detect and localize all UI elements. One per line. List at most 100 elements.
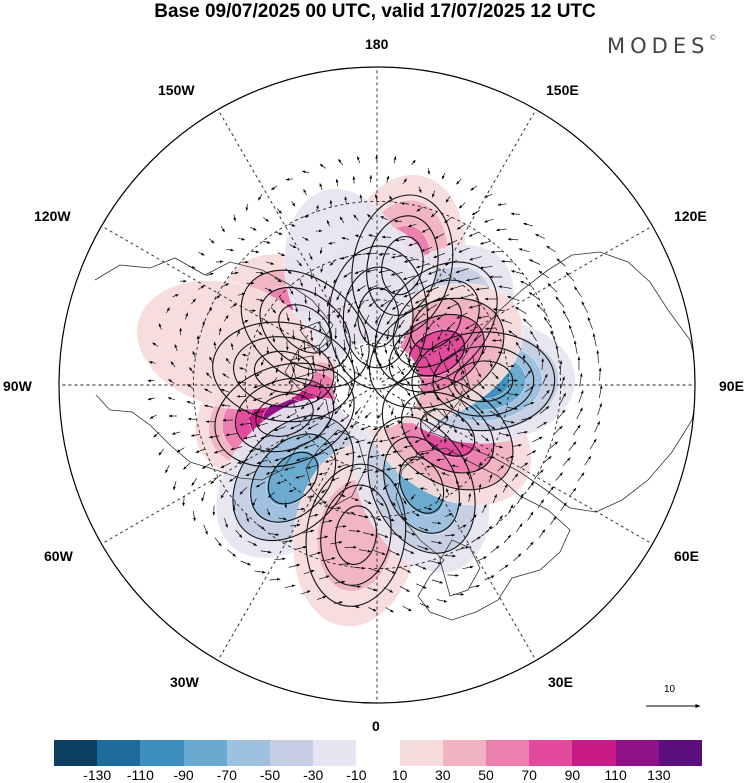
wind-vector <box>475 287 490 291</box>
wind-vector <box>360 346 364 358</box>
wind-vector <box>484 327 496 331</box>
wind-vector <box>343 339 347 352</box>
wind-vector <box>316 535 329 540</box>
wind-vector <box>285 268 292 275</box>
wind-vector <box>459 294 473 299</box>
wind-vector <box>198 251 205 256</box>
wind-vector <box>201 491 206 502</box>
wind-vector <box>539 406 550 414</box>
wind-vector <box>394 238 406 242</box>
wind-vector <box>260 359 265 366</box>
wind-vector <box>409 325 416 335</box>
wind-vector <box>382 484 389 490</box>
wind-vector <box>451 464 459 468</box>
wind-vector <box>368 234 378 238</box>
wind-vector <box>230 446 243 451</box>
wind-vector <box>524 370 531 379</box>
streamline <box>233 336 335 408</box>
wind-vector <box>386 175 390 183</box>
wind-vector <box>319 501 328 504</box>
wind-vector <box>335 178 339 187</box>
wind-vector <box>415 564 427 570</box>
wind-vector <box>523 222 533 227</box>
wind-vector <box>380 453 391 457</box>
wind-vector <box>497 351 505 355</box>
wind-vector <box>189 367 195 374</box>
wind-vector <box>418 186 422 194</box>
wind-vector <box>333 275 340 284</box>
colorbar-swatch <box>529 740 573 766</box>
wind-vector <box>369 174 373 183</box>
wind-vector <box>513 553 522 562</box>
wind-vector <box>447 340 451 352</box>
wind-vector <box>404 354 411 364</box>
wind-vector <box>190 434 201 437</box>
wind-vector <box>274 277 282 283</box>
colorbar-tick-label: 50 <box>478 767 494 783</box>
streamlines <box>212 194 556 607</box>
wind-vector <box>325 335 329 348</box>
wind-vector <box>436 312 447 321</box>
wind-vector <box>319 247 323 255</box>
wind-vector <box>421 227 431 233</box>
wind-vector <box>316 390 322 401</box>
wind-vector <box>262 240 271 244</box>
wind-vector <box>310 330 314 342</box>
wind-vector <box>477 315 490 319</box>
streamline <box>232 415 354 542</box>
wind-vector <box>204 404 214 408</box>
wind-vector <box>466 471 471 479</box>
meridian-line <box>217 389 375 661</box>
wind-vector <box>296 507 305 511</box>
wind-vector <box>476 556 488 562</box>
wind-vector <box>303 188 307 196</box>
wind-vector <box>147 397 155 401</box>
streamline <box>328 245 429 390</box>
wind-vector <box>391 287 404 293</box>
wind-vector <box>536 421 548 429</box>
wind-vector <box>278 517 287 521</box>
wind-vector <box>355 439 366 444</box>
wind-vector <box>414 280 428 286</box>
wind-vector <box>400 398 405 408</box>
wind-vector <box>492 308 506 312</box>
wind-vector <box>329 259 336 266</box>
wind-vector <box>427 269 441 275</box>
wind-vector <box>537 499 544 509</box>
wind-vector <box>393 156 397 164</box>
wind-vector <box>447 385 455 397</box>
wind-vector <box>279 437 292 443</box>
wind-vector <box>403 291 416 298</box>
wind-vector <box>306 465 318 469</box>
lon-label-90w: 90W <box>3 378 32 394</box>
wind-vector <box>427 429 432 438</box>
wind-vector <box>191 477 198 487</box>
wind-vector <box>397 333 401 344</box>
lon-label-120e: 120E <box>674 208 707 224</box>
wind-vector <box>409 339 413 350</box>
wind-vector <box>266 508 271 516</box>
wind-vector <box>444 533 456 537</box>
wind-vector <box>307 423 319 430</box>
wind-vector <box>481 346 487 355</box>
wind-vector <box>260 550 272 554</box>
lon-label-30w: 30W <box>170 674 199 690</box>
wind-vector <box>418 347 423 358</box>
wind-vector <box>417 374 425 384</box>
wind-vector <box>449 284 464 290</box>
wind-vector <box>559 392 567 405</box>
wind-vector <box>344 511 355 515</box>
wind-vector <box>295 456 308 461</box>
wind-vector <box>431 579 444 584</box>
wind-vector <box>319 183 323 191</box>
colorbar-tick-label: -70 <box>216 767 237 783</box>
wind-vector <box>371 516 382 521</box>
wind-vector <box>166 307 170 314</box>
brand-logo: MODES© <box>607 34 716 58</box>
lon-label-150w: 150W <box>158 82 195 98</box>
streamline-loop <box>367 416 476 554</box>
wind-vector <box>411 159 416 166</box>
wind-vector <box>329 199 333 208</box>
wind-vector <box>288 488 297 493</box>
wind-vector <box>380 300 390 308</box>
